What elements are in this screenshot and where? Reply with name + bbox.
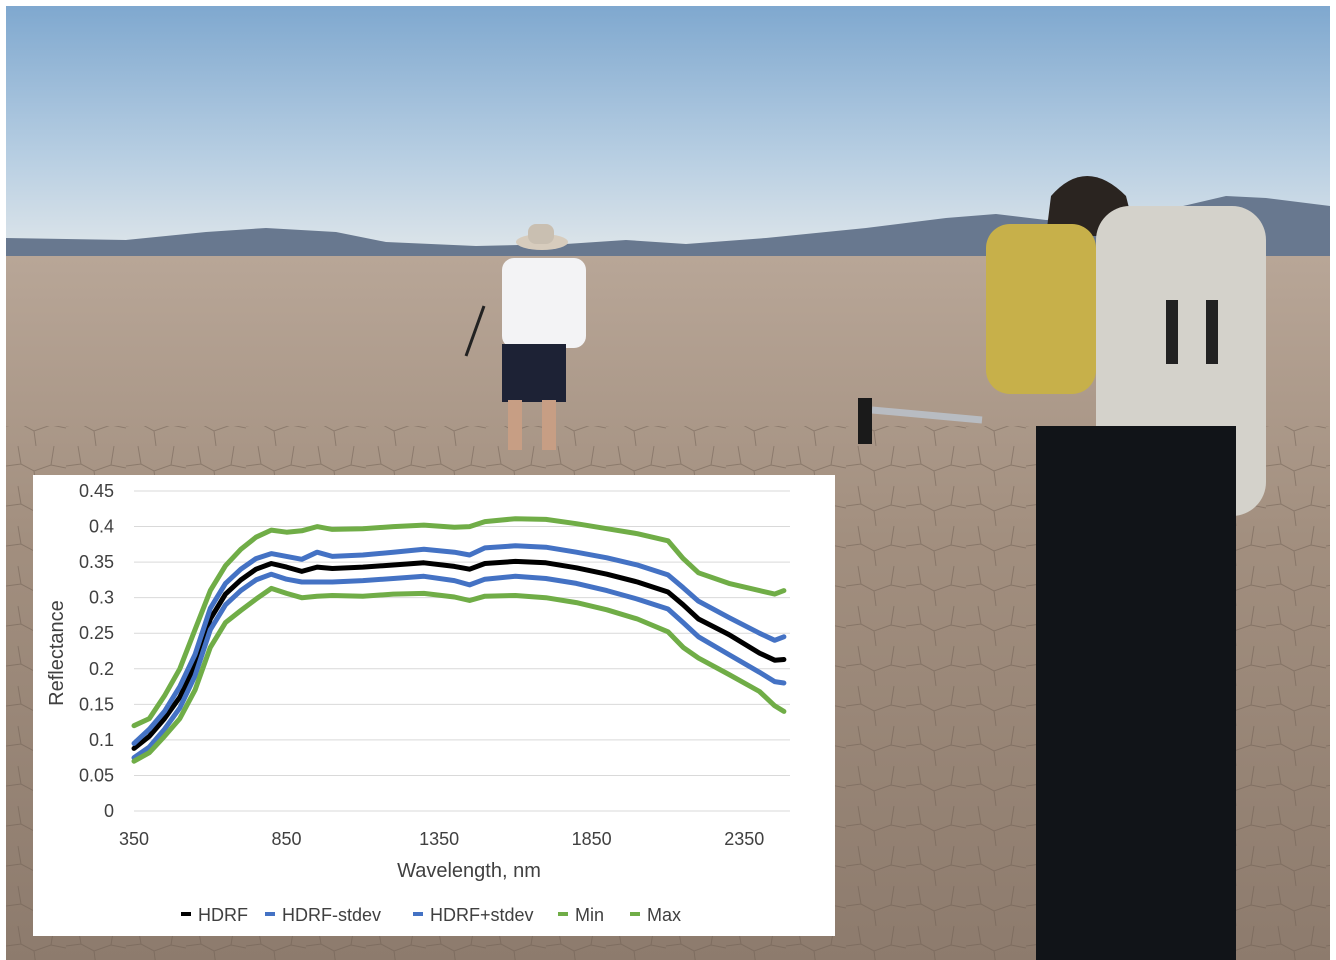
y-tick-label: 0.05 (79, 765, 114, 785)
y-tick-label: 0.15 (79, 694, 114, 714)
y-axis-ticks: 0 0.05 0.1 0.15 0.2 0.25 0.3 0.35 0.4 0.45 (79, 481, 114, 821)
x-axis-ticks: 350 850 1350 1850 2350 (119, 829, 764, 849)
y-axis-title: Reflectance (46, 600, 68, 706)
y-tick-label: 0.35 (79, 552, 114, 572)
legend-label-min: Min (575, 905, 604, 925)
series-lines (134, 519, 784, 762)
x-tick-label: 350 (119, 829, 149, 849)
legend-label-hdrf: HDRF (198, 905, 248, 925)
y-tick-label: 0 (104, 801, 114, 821)
legend-label-max: Max (647, 905, 681, 925)
x-tick-label: 850 (272, 829, 302, 849)
y-tick-label: 0.45 (79, 481, 114, 501)
x-tick-label: 2350 (724, 829, 764, 849)
series-line-min (134, 588, 784, 761)
y-tick-label: 0.2 (89, 659, 114, 679)
x-tick-label: 1850 (572, 829, 612, 849)
x-axis-title: Wavelength, nm (397, 860, 541, 882)
legend: HDRF HDRF-stdev HDRF+stdev Min Max (181, 905, 681, 925)
chart-canvas: 0 0.05 0.1 0.15 0.2 0.25 0.3 0.35 0.4 0.45 350 850… (33, 475, 835, 936)
y-tick-label: 0.4 (89, 517, 114, 537)
legend-label-hdrf-stdev: HDRF-stdev (282, 905, 381, 925)
y-tick-label: 0.3 (89, 588, 114, 608)
series-line-hdrf-stdev (134, 574, 784, 758)
reflectance-chart: 0 0.05 0.1 0.15 0.2 0.25 0.3 0.35 0.4 0.45 350 850… (33, 475, 835, 936)
series-line-hdrf-plus-stdev (134, 546, 784, 744)
legend-label-hdrf-plus-stdev: HDRF+stdev (430, 905, 534, 925)
y-tick-label: 0.1 (89, 730, 114, 750)
x-tick-label: 1350 (419, 829, 459, 849)
y-tick-label: 0.25 (79, 623, 114, 643)
